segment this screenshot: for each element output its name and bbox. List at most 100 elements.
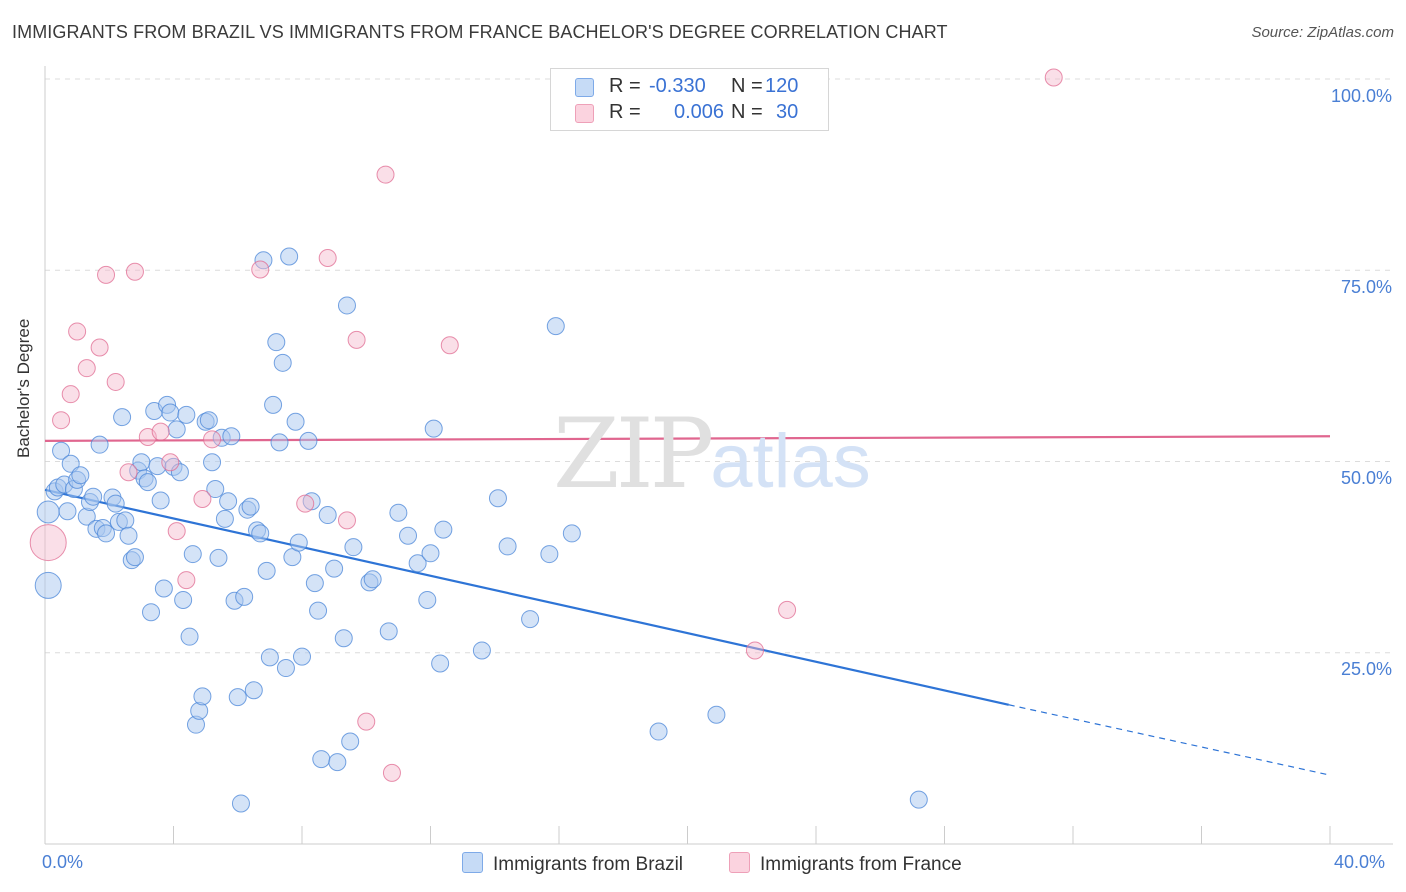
point-brazil xyxy=(199,411,218,430)
point-brazil xyxy=(138,473,157,492)
point-brazil xyxy=(209,548,228,567)
point-france xyxy=(296,494,315,513)
point-brazil xyxy=(540,545,559,564)
point-france xyxy=(125,262,144,281)
point-brazil xyxy=(119,526,138,545)
point-brazil xyxy=(97,524,116,543)
point-brazil xyxy=(472,641,491,660)
point-brazil xyxy=(183,545,202,564)
legend-r-value: -0.330 xyxy=(649,75,706,97)
point-brazil xyxy=(498,537,517,556)
legend-n-value: 120 xyxy=(765,75,799,97)
point-brazil xyxy=(193,687,212,706)
bottom-legend-label-brazil: Immigrants from Brazil xyxy=(493,854,684,875)
point-brazil xyxy=(546,317,565,336)
point-france xyxy=(318,249,337,268)
point-brazil xyxy=(180,627,199,646)
point-brazil xyxy=(562,524,581,543)
point-brazil xyxy=(257,561,276,580)
point-france xyxy=(440,336,459,355)
point-brazil xyxy=(251,524,270,543)
point-brazil xyxy=(434,520,453,539)
point-brazil xyxy=(312,750,331,769)
point-france xyxy=(90,338,109,357)
legend-n-value: 30 xyxy=(776,101,799,123)
point-brazil xyxy=(293,647,311,666)
point-brazil xyxy=(215,509,234,528)
point-brazil xyxy=(231,794,250,813)
trend-line-france xyxy=(44,435,1331,442)
trend-line-brazil xyxy=(44,488,1009,706)
data-points xyxy=(29,68,1063,813)
point-brazil xyxy=(707,705,726,724)
point-france xyxy=(106,372,125,391)
point-france xyxy=(203,430,222,449)
point-france xyxy=(1044,68,1063,87)
bottom-legend-france: Immigrants from France xyxy=(729,852,962,876)
point-brazil xyxy=(84,487,103,506)
point-brazil xyxy=(219,492,238,511)
point-brazil xyxy=(260,648,279,667)
point-brazil xyxy=(228,688,247,707)
point-brazil xyxy=(299,431,318,450)
point-brazil xyxy=(58,502,77,521)
point-brazil xyxy=(521,610,540,629)
point-france xyxy=(77,359,96,378)
watermark-zip: ZIP xyxy=(553,398,714,510)
point-brazil xyxy=(177,405,196,424)
gridlines xyxy=(45,78,1393,654)
watermark: ZIPatlas xyxy=(553,398,871,510)
point-france xyxy=(382,763,401,782)
point-brazil xyxy=(389,503,408,522)
point-france xyxy=(745,641,764,660)
y-axis-label: Bachelor's Degree xyxy=(14,318,33,458)
point-brazil xyxy=(190,701,209,720)
point-brazil xyxy=(161,403,180,422)
point-france xyxy=(177,571,196,590)
legend-swatch-brazil xyxy=(575,78,594,97)
y-tick-label: 25.0% xyxy=(1340,659,1392,679)
point-brazil xyxy=(379,622,398,641)
legend-swatch-france xyxy=(575,104,594,123)
point-brazil xyxy=(424,419,443,438)
legend-r-label: R = xyxy=(609,101,641,123)
point-brazil xyxy=(106,494,125,513)
point-brazil xyxy=(488,489,507,508)
point-brazil xyxy=(363,570,382,589)
point-brazil xyxy=(235,587,254,606)
point-brazil xyxy=(125,548,144,567)
point-brazil xyxy=(421,544,440,563)
point-brazil xyxy=(113,408,132,427)
point-france xyxy=(52,411,71,430)
point-france xyxy=(119,463,138,482)
bottom-legend-swatch-brazil xyxy=(462,852,483,873)
point-brazil xyxy=(174,590,193,609)
point-brazil xyxy=(142,603,161,622)
point-brazil xyxy=(408,554,427,573)
point-france xyxy=(167,522,186,541)
point-france xyxy=(161,453,180,472)
correlation-legend: R = -0.330 N = 120 R = 0.006 N = 30 xyxy=(550,68,829,131)
point-brazil xyxy=(90,435,109,454)
point-brazil xyxy=(318,506,337,525)
bottom-legend-label-france: Immigrants from France xyxy=(760,854,962,875)
point-brazil xyxy=(286,412,305,431)
x-tick-label: 0.0% xyxy=(42,852,84,872)
point-france xyxy=(357,712,376,731)
watermark-atlas: atlas xyxy=(710,419,871,504)
point-brazil xyxy=(280,247,299,266)
point-brazil xyxy=(309,601,328,620)
x-tick-label: 40.0% xyxy=(1334,852,1386,872)
point-brazil xyxy=(273,353,292,372)
point-brazil xyxy=(328,753,347,772)
point-brazil xyxy=(267,333,286,352)
point-brazil xyxy=(71,466,90,485)
source-label: Source: ZipAtlas.com xyxy=(1251,24,1394,41)
point-brazil xyxy=(244,681,263,700)
point-france xyxy=(347,330,366,349)
point-brazil xyxy=(337,296,356,315)
trend-line-brazil-extension xyxy=(1008,704,1331,776)
point-brazil xyxy=(289,533,308,552)
point-france xyxy=(778,600,797,619)
point-france xyxy=(61,385,80,404)
